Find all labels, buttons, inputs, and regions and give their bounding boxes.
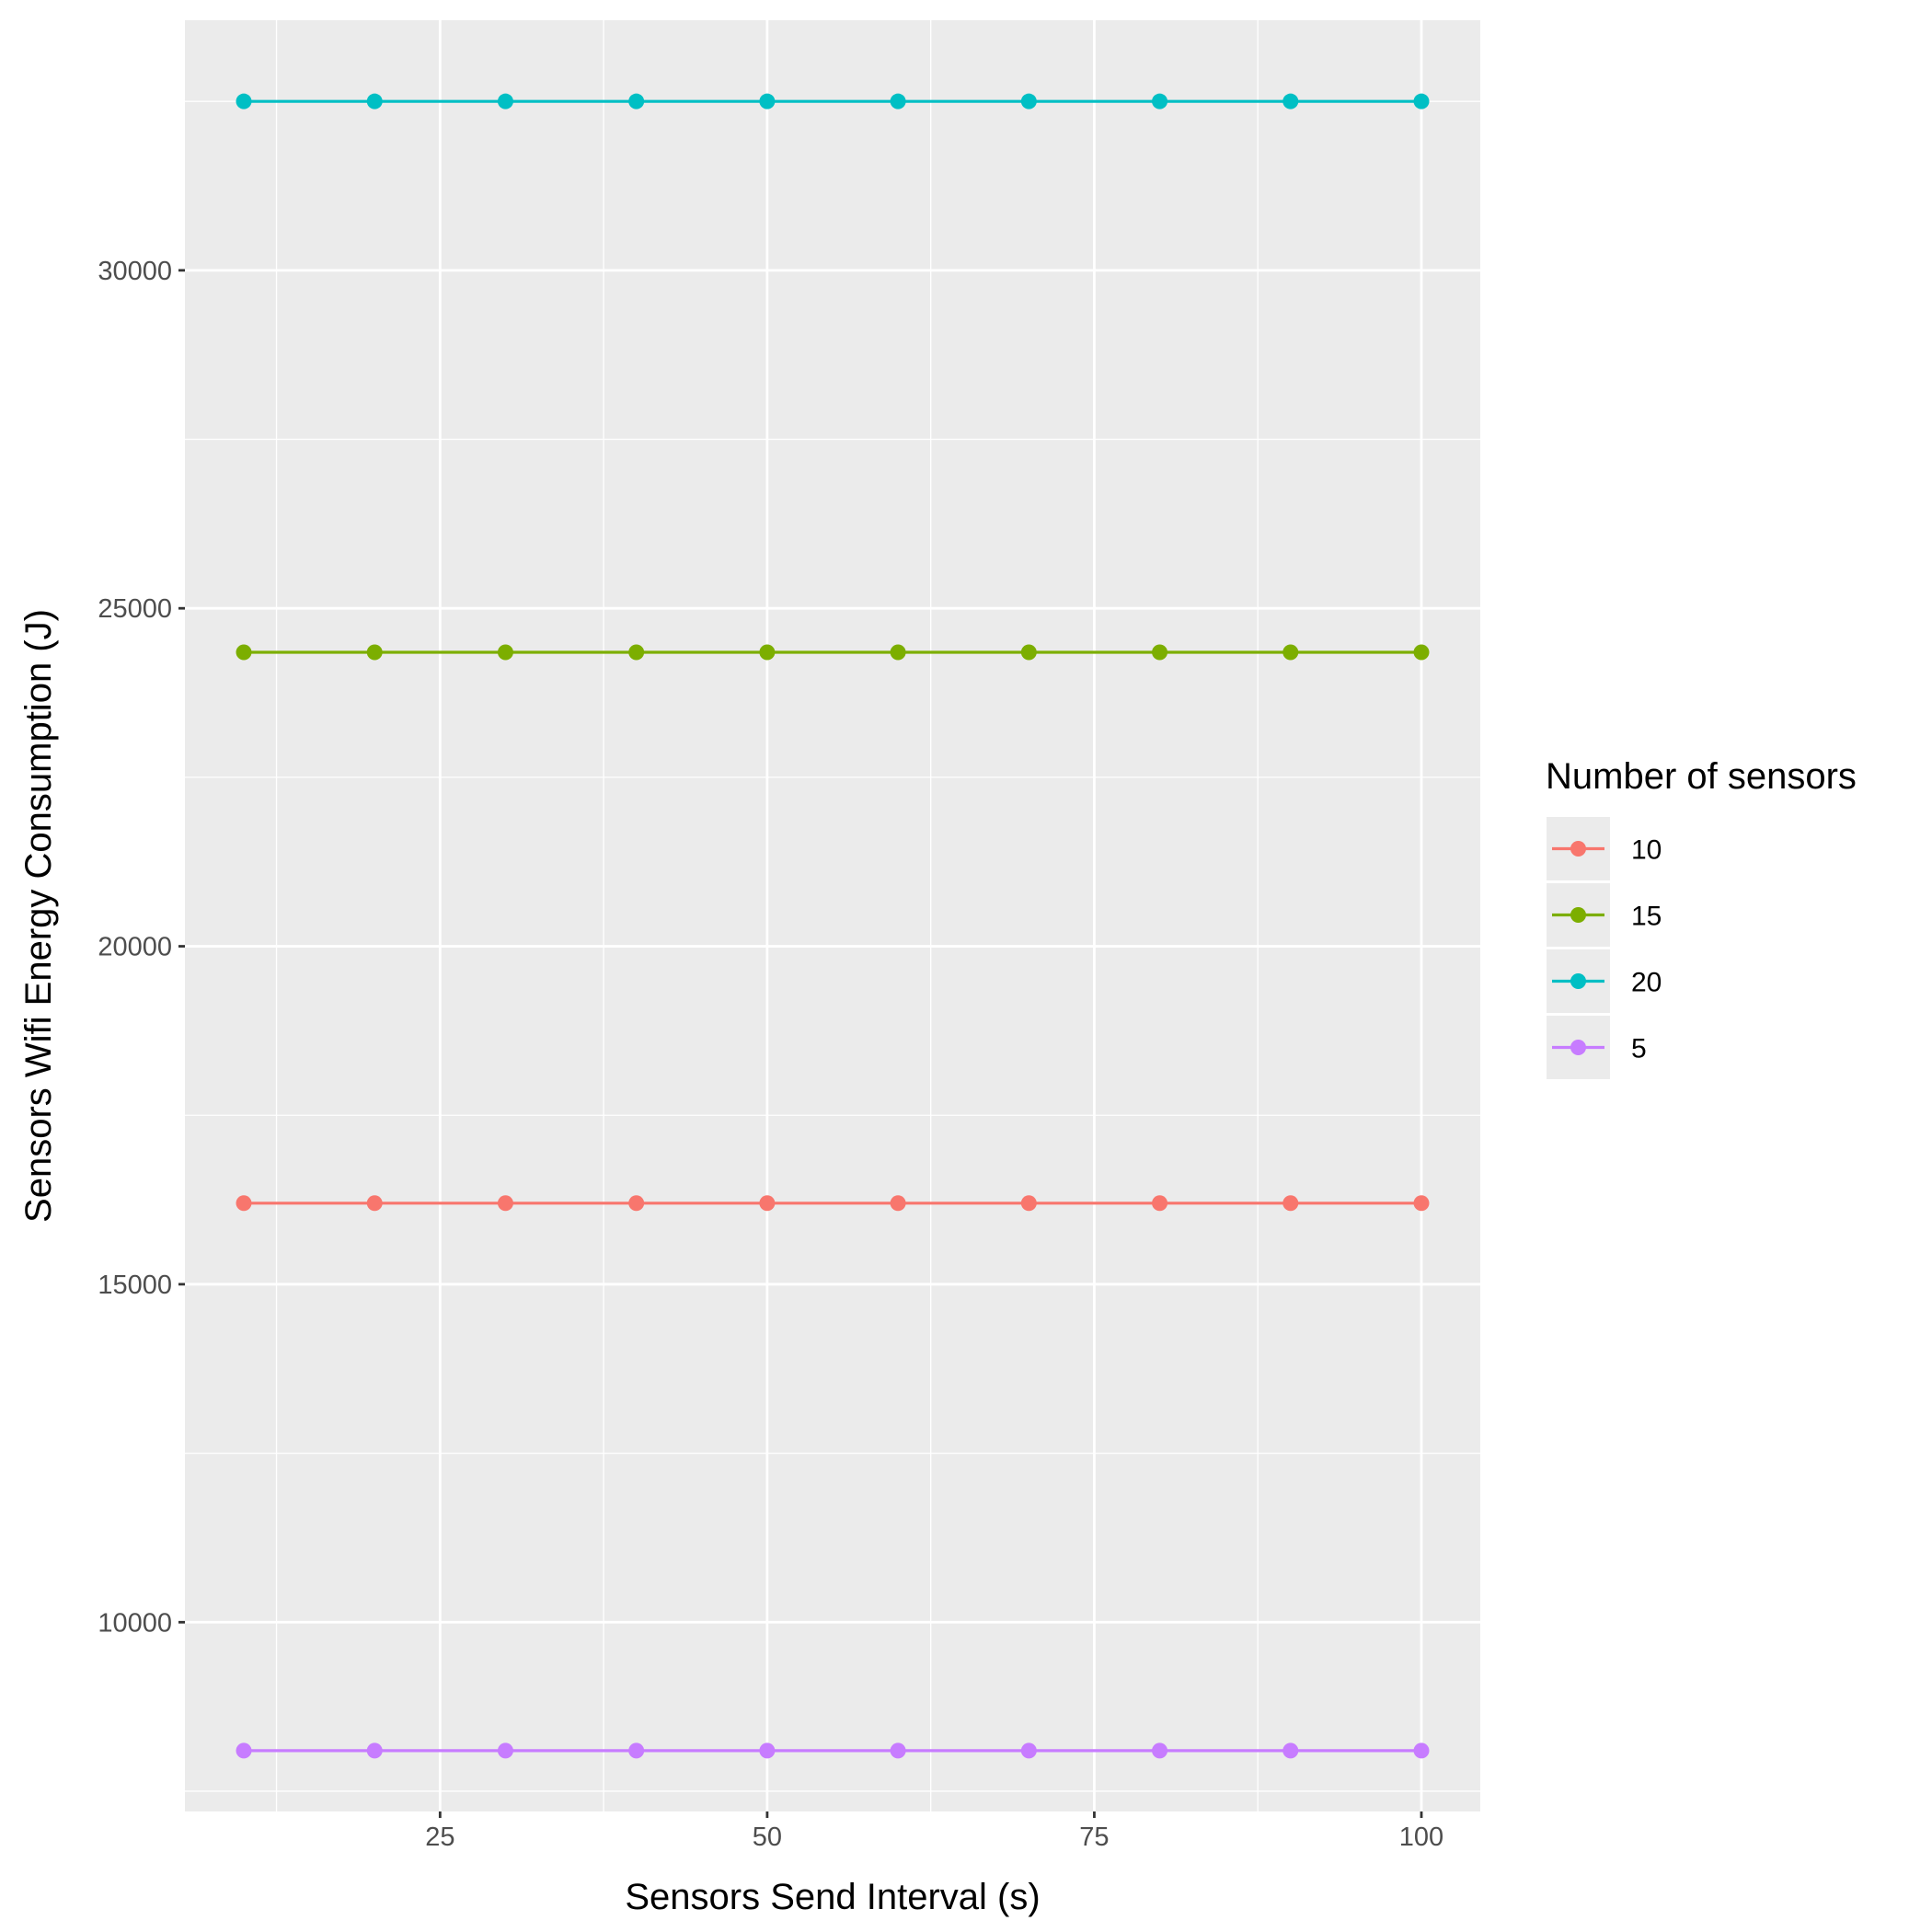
legend-title: Number of sensors: [1546, 756, 1857, 797]
axis-ticks: [178, 269, 1423, 1818]
data-point: [236, 1742, 252, 1759]
data-point: [890, 644, 906, 661]
x-axis-title: Sensors Send Interval (s): [625, 1877, 1040, 1917]
series-15: [236, 644, 1430, 661]
major-gridlines: [185, 20, 1480, 1811]
series-20: [236, 93, 1430, 109]
data-point: [236, 1195, 252, 1212]
data-point: [497, 1195, 513, 1212]
data-point: [1152, 644, 1168, 661]
legend-label: 15: [1631, 902, 1662, 932]
data-point: [890, 1742, 906, 1759]
axis-tick-labels: 25 50 75 100 10000 15000 20000 25000 30000: [98, 257, 1443, 1852]
x-tick-label: 50: [753, 1823, 782, 1852]
legend-label: 10: [1631, 835, 1662, 866]
data-point: [628, 1742, 645, 1759]
y-tick-label: 20000: [98, 933, 172, 962]
legend-label: 5: [1631, 1034, 1647, 1064]
data-point: [1413, 1195, 1430, 1212]
data-point: [1413, 93, 1430, 109]
y-axis-title: Sensors Wifi Energy Consumption (J): [18, 609, 59, 1223]
x-tick-label: 100: [1399, 1823, 1443, 1852]
legend-item-15: 15: [1547, 883, 1662, 947]
data-point: [236, 93, 252, 109]
data-point: [1020, 1742, 1037, 1759]
data-point: [759, 93, 776, 109]
series-layer: [236, 93, 1430, 1759]
data-point: [1152, 1742, 1168, 1759]
data-point: [1413, 1742, 1430, 1759]
y-tick-label: 30000: [98, 257, 172, 286]
data-point: [890, 1195, 906, 1212]
data-point: [497, 93, 513, 109]
x-tick-label: 75: [1079, 1823, 1109, 1852]
data-point: [759, 1742, 776, 1759]
y-tick-label: 15000: [98, 1271, 172, 1300]
data-point: [1152, 1195, 1168, 1212]
y-tick-label: 25000: [98, 594, 172, 624]
data-point: [1282, 93, 1299, 109]
data-point: [236, 644, 252, 661]
data-point: [497, 1742, 513, 1759]
data-point: [366, 644, 383, 661]
legend-item-10: 10: [1547, 817, 1662, 880]
legend-key-point: [1570, 841, 1586, 857]
legend: Number of sensors 10 15 20 5: [1546, 756, 1857, 1079]
data-point: [628, 644, 645, 661]
data-point: [366, 1195, 383, 1212]
legend-label: 20: [1631, 968, 1662, 998]
data-point: [1152, 93, 1168, 109]
data-point: [1282, 1742, 1299, 1759]
data-point: [1282, 644, 1299, 661]
legend-key-point: [1570, 973, 1586, 989]
plot-panel: [185, 20, 1480, 1811]
legend-key-point: [1570, 907, 1586, 923]
data-point: [497, 644, 513, 661]
series-5: [236, 1742, 1430, 1759]
data-point: [890, 93, 906, 109]
data-point: [1020, 93, 1037, 109]
data-point: [366, 1742, 383, 1759]
legend-item-20: 20: [1547, 949, 1662, 1013]
series-10: [236, 1195, 1430, 1212]
y-tick-label: 10000: [98, 1608, 172, 1638]
legend-item-5: 5: [1547, 1016, 1647, 1079]
data-point: [759, 1195, 776, 1212]
x-tick-label: 25: [425, 1823, 454, 1852]
data-point: [1282, 1195, 1299, 1212]
data-point: [628, 93, 645, 109]
data-point: [1020, 644, 1037, 661]
data-point: [1413, 644, 1430, 661]
data-point: [759, 644, 776, 661]
data-point: [628, 1195, 645, 1212]
data-point: [1020, 1195, 1037, 1212]
data-point: [366, 93, 383, 109]
legend-key-point: [1570, 1040, 1586, 1055]
